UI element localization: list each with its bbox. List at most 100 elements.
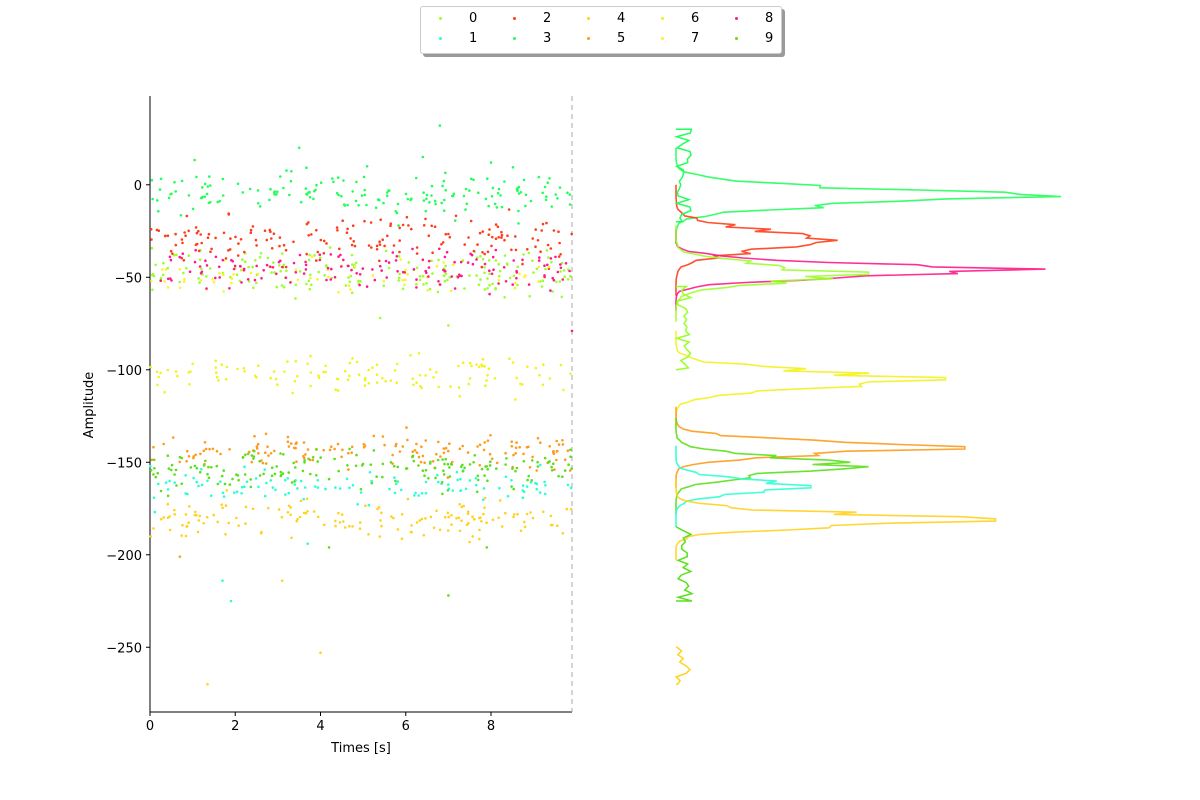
scatter-point	[216, 200, 219, 204]
scatter-point	[455, 516, 458, 520]
scatter-point	[424, 480, 428, 484]
scatter-point	[569, 275, 572, 278]
scatter-point	[570, 329, 574, 333]
scatter-point	[360, 194, 364, 197]
scatter-point	[458, 503, 462, 506]
scatter-point	[399, 258, 403, 261]
scatter-point	[301, 469, 305, 473]
scatter-point	[188, 505, 191, 508]
scatter-point	[493, 377, 497, 380]
scatter-point	[294, 360, 298, 363]
scatter-point	[199, 279, 203, 282]
scatter-point	[271, 266, 275, 269]
scatter-point	[447, 232, 450, 236]
scatter-point	[305, 192, 308, 196]
scatter-point	[194, 226, 198, 229]
scatter-point	[280, 515, 284, 519]
scatter-point	[493, 202, 497, 206]
scatter-point	[180, 534, 183, 537]
scatter-point	[312, 510, 316, 513]
series-7-points	[150, 255, 551, 294]
histogram-line-4	[675, 478, 997, 561]
scatter-point	[152, 527, 155, 530]
scatter-point	[363, 379, 367, 382]
scatter-point	[539, 280, 542, 283]
scatter-point	[332, 180, 335, 184]
scatter-point	[199, 272, 203, 275]
scatter-point	[482, 487, 486, 490]
scatter-point	[276, 190, 279, 194]
scatter-point	[481, 498, 485, 502]
scatter-point	[372, 449, 376, 452]
scatter-point	[382, 279, 386, 283]
scatter-point	[246, 278, 250, 281]
scatter-point	[555, 458, 558, 462]
scatter-point	[212, 513, 215, 517]
scatter-point	[346, 203, 349, 207]
scatter-point	[205, 515, 209, 519]
scatter-point	[263, 229, 267, 232]
scatter-point	[337, 469, 341, 473]
scatter-point	[294, 271, 298, 274]
scatter-point	[375, 363, 379, 367]
scatter-point	[183, 231, 186, 234]
scatter-point	[527, 474, 530, 478]
scatter-point	[264, 432, 268, 436]
scatter-point	[547, 256, 550, 259]
scatter-point	[484, 384, 487, 388]
scatter-point	[290, 536, 293, 540]
scatter-point	[197, 229, 200, 233]
scatter-point	[221, 579, 224, 582]
scatter-point	[329, 278, 333, 281]
scatter-point	[153, 510, 157, 514]
scatter-point	[149, 464, 152, 468]
scatter-point	[290, 170, 293, 173]
legend-marker	[735, 37, 738, 40]
scatter-point	[272, 370, 276, 373]
scatter-point	[355, 272, 359, 275]
scatter-point	[537, 175, 541, 179]
scatter-point	[563, 469, 567, 472]
x-axis-label: Times [s]	[330, 741, 391, 756]
scatter-point	[473, 454, 477, 457]
scatter-point	[554, 193, 557, 196]
legend-label: 2	[543, 11, 552, 26]
scatter-point	[435, 452, 438, 456]
scatter-point	[421, 275, 425, 278]
scatter-point	[418, 278, 422, 282]
scatter-point	[237, 478, 240, 482]
scatter-point	[249, 228, 253, 232]
scatter-point	[478, 537, 481, 541]
scatter-point	[279, 269, 283, 273]
scatter-point	[505, 262, 509, 266]
scatter-point	[437, 280, 440, 283]
scatter-point	[309, 472, 312, 476]
scatter-point	[490, 272, 494, 276]
scatter-point	[287, 491, 291, 495]
scatter-point	[359, 491, 363, 494]
scatter-point	[343, 204, 347, 207]
scatter-point	[503, 238, 506, 242]
scatter-point	[351, 190, 355, 193]
scatter-point	[432, 526, 436, 530]
scatter-point	[511, 283, 514, 286]
scatter-point	[519, 529, 523, 533]
scatter-point	[243, 485, 246, 489]
scatter-point	[495, 467, 498, 470]
scatter-point	[430, 224, 434, 228]
scatter-point	[442, 451, 446, 455]
scatter-point	[302, 441, 306, 444]
scatter-point	[284, 493, 287, 496]
scatter-point	[424, 468, 428, 472]
scatter-point	[340, 265, 343, 268]
scatter-point	[363, 384, 367, 387]
scatter-point	[152, 458, 156, 462]
scatter-point	[442, 473, 446, 476]
scatter-point	[423, 461, 426, 465]
scatter-point	[476, 445, 479, 448]
scatter-point	[246, 452, 250, 456]
scatter-point	[252, 455, 256, 458]
scatter-point	[395, 482, 398, 486]
scatter-point	[557, 230, 560, 233]
scatter-point	[309, 354, 312, 358]
